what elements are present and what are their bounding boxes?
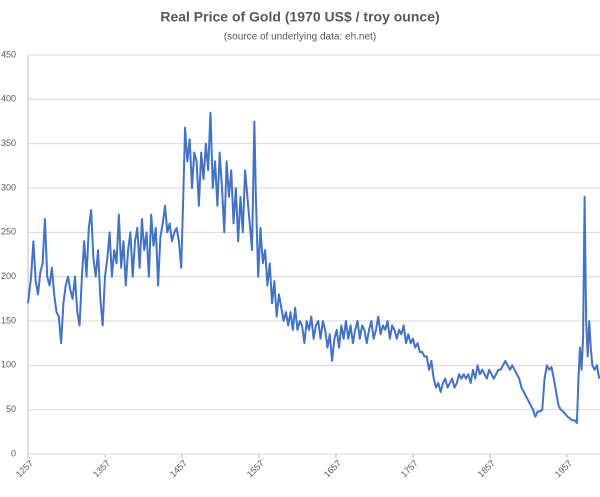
x-tick-label: 1357 (91, 458, 112, 479)
y-tick-label: 350 (1, 138, 16, 148)
chart-title: Real Price of Gold (1970 US$ / troy ounc… (160, 9, 439, 25)
y-tick-label: 400 (1, 94, 16, 104)
x-tick-label: 1857 (476, 458, 497, 479)
x-tick-label: 1757 (399, 458, 420, 479)
price-line (27, 111, 600, 424)
x-tick-label: 1657 (322, 458, 343, 479)
x-tick-label: 1257 (14, 458, 35, 479)
x-tick-label: 1557 (245, 458, 266, 479)
y-tick-label: 200 (1, 271, 16, 281)
y-tick-label: 50 (6, 404, 16, 414)
x-tick-label: 1457 (168, 458, 189, 479)
y-tick-label: 100 (1, 360, 16, 370)
y-tick-label: 450 (1, 49, 16, 59)
x-tick-label: 1957 (553, 458, 574, 479)
chart-subtitle: (source of underlying data: eh.net) (224, 32, 376, 43)
y-tick-label: 150 (1, 315, 16, 325)
y-tick-label: 300 (1, 182, 16, 192)
y-tick-label: 250 (1, 227, 16, 237)
y-tick-label: 0 (11, 448, 16, 458)
